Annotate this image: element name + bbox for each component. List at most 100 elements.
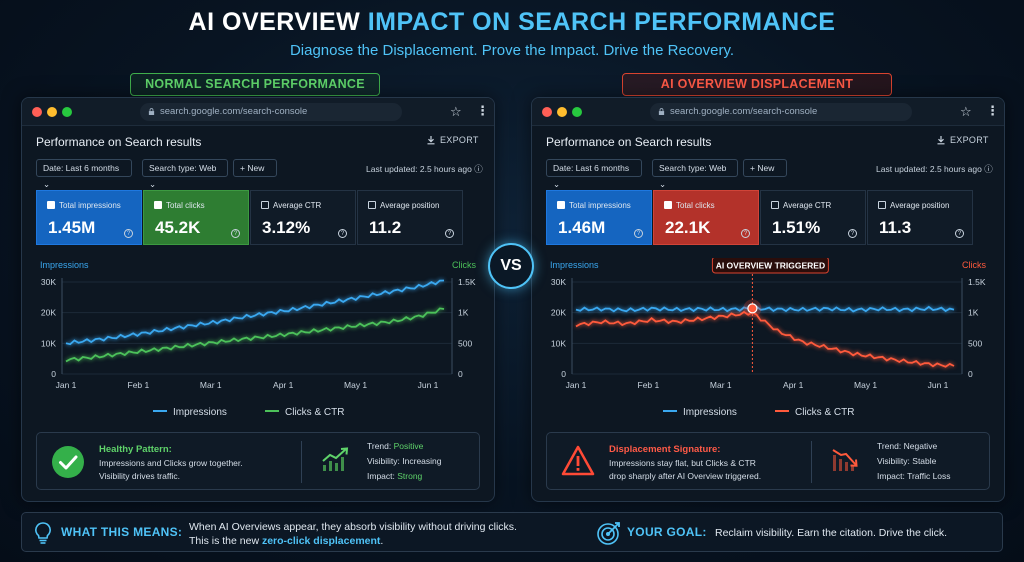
checkbox-icon[interactable]: [368, 201, 376, 209]
performance-title: Performance on Search results: [36, 135, 202, 149]
performance-chart-normal: Impressions Clicks 0 10K 20K 30K 0 500 1K 1.5K Jan…: [40, 260, 476, 390]
kebab-menu-icon[interactable]: ⋮: [986, 103, 999, 118]
metric-label: Average position: [380, 201, 440, 210]
annotation-label: AI OVERVIEW TRIGGERED: [716, 261, 825, 271]
date-filter[interactable]: Date: Last 6 months ⌄: [36, 159, 132, 189]
help-icon[interactable]: ?: [955, 229, 964, 238]
chevron-down-icon: ⌄: [43, 179, 51, 189]
visibility-value: Increasing: [402, 456, 442, 466]
checkbox-icon[interactable]: [261, 201, 269, 209]
date-filter[interactable]: Date: Last 6 months ⌄: [546, 159, 642, 189]
y-left-tick-label: 10K: [551, 338, 566, 348]
help-icon[interactable]: ?: [741, 229, 750, 238]
healthy-pattern-card: Healthy Pattern: Impressions and Clicks …: [36, 432, 480, 490]
x-tick-label: Mar 1: [200, 380, 222, 390]
legend-impressions[interactable]: Impressions: [153, 407, 227, 418]
help-icon[interactable]: ?: [124, 229, 133, 238]
normal-badge: NORMAL SEARCH PERFORMANCE: [130, 73, 380, 96]
help-icon[interactable]: ⓘ: [984, 164, 993, 174]
legend-clicks[interactable]: Clicks & CTR: [265, 407, 344, 418]
bookmark-star-icon[interactable]: ☆: [450, 104, 462, 119]
metric-value: 45.2K: [155, 218, 201, 237]
series-line-impressions: [575, 305, 955, 313]
your-goal-text: Reclaim visibility. Earn the citation. D…: [715, 527, 948, 539]
pattern-line-1: Impressions stay flat, but Clicks & CTR: [609, 458, 756, 468]
help-icon[interactable]: ?: [445, 229, 454, 238]
metric-average-position[interactable]: Average position 11.2 ?: [357, 190, 463, 245]
annotation-box: [711, 258, 829, 274]
url-bar[interactable]: search.google.com/search-console: [650, 103, 912, 121]
metric-label: Average position: [890, 201, 950, 210]
help-icon[interactable]: ⓘ: [474, 164, 483, 174]
metric-total-impressions[interactable]: Total impressions 1.46M ?: [546, 190, 652, 245]
ai-overview-triggered-annotation: AI OVERVIEW TRIGGERED: [711, 258, 829, 274]
search-type-label: Search type: Web: [149, 163, 217, 173]
legend-label: Impressions: [683, 407, 737, 418]
bookmark-star-icon[interactable]: ☆: [960, 104, 972, 119]
impact-row: Impact: Traffic Loss: [877, 471, 951, 481]
legend-clicks[interactable]: Clicks & CTR: [775, 407, 854, 418]
metric-average-ctr[interactable]: Average CTR 1.51% ?: [760, 190, 866, 245]
pattern-line-1: Impressions and Clicks grow together.: [99, 458, 243, 468]
plus-icon: +: [750, 163, 755, 173]
search-type-filter[interactable]: Search type: Web ⌄: [142, 159, 228, 189]
metric-total-clicks[interactable]: Total clicks 45.2K ?: [143, 190, 249, 245]
date-filter-label: Date: Last 6 months: [43, 163, 120, 173]
kebab-menu-icon[interactable]: ⋮: [476, 103, 489, 118]
new-filter-button[interactable]: + New: [743, 159, 787, 177]
check-circle-icon: [52, 446, 84, 478]
help-icon[interactable]: ?: [848, 229, 857, 238]
help-icon[interactable]: ?: [231, 229, 240, 238]
vs-badge: VS: [488, 243, 534, 289]
minimize-window-icon[interactable]: [557, 107, 567, 117]
export-label: EXPORT: [440, 135, 479, 145]
x-tick-label: Jan 1: [566, 380, 587, 390]
maximize-window-icon[interactable]: [62, 107, 72, 117]
line-2-text: This is the new: [189, 535, 262, 547]
metric-label: Average CTR: [783, 201, 832, 210]
what-this-means-line-1: When AI Overviews appear, they absorb vi…: [189, 521, 517, 533]
checkbox-icon[interactable]: [557, 201, 565, 209]
checkbox-icon[interactable]: [47, 201, 55, 209]
close-window-icon[interactable]: [542, 107, 552, 117]
what-this-means-label: WHAT THIS MEANS:: [61, 525, 183, 539]
url-bar[interactable]: search.google.com/search-console: [140, 103, 402, 121]
minimize-window-icon[interactable]: [47, 107, 57, 117]
trend-row: Trend: Positive: [367, 441, 423, 451]
new-filter-button[interactable]: + New: [233, 159, 277, 177]
y-right-tick-label: 0: [458, 369, 463, 379]
maximize-window-icon[interactable]: [572, 107, 582, 117]
new-label: New: [247, 163, 265, 173]
metric-average-ctr[interactable]: Average CTR 3.12% ?: [250, 190, 356, 245]
trend-up-icon: [322, 447, 349, 471]
export-label: EXPORT: [950, 135, 989, 145]
chevron-down-icon: ⌄: [659, 179, 667, 189]
checkbox-icon[interactable]: [878, 201, 886, 209]
checkbox-icon[interactable]: [664, 201, 672, 209]
lock-icon: [148, 108, 155, 115]
metric-value: 11.3: [879, 218, 912, 237]
export-button[interactable]: EXPORT: [936, 135, 989, 145]
checkbox-icon[interactable]: [154, 201, 162, 209]
trend-down-icon: [832, 449, 858, 471]
legend-label: Impressions: [173, 407, 227, 418]
checkbox-icon[interactable]: [771, 201, 779, 209]
metric-total-impressions[interactable]: Total impressions 1.45M ?: [36, 190, 142, 245]
legend-impressions[interactable]: Impressions: [663, 407, 737, 418]
legend-swatch: [265, 410, 279, 412]
metric-average-position[interactable]: Average position 11.3 ?: [867, 190, 973, 245]
trigger-point[interactable]: [747, 303, 758, 314]
metric-total-clicks[interactable]: Total clicks 22.1K ?: [653, 190, 759, 245]
search-type-filter[interactable]: Search type: Web ⌄: [652, 159, 738, 189]
y-left-tick-label: 30K: [551, 277, 566, 287]
close-window-icon[interactable]: [32, 107, 42, 117]
x-tick-label: Feb 1: [128, 380, 150, 390]
browser-bar: search.google.com/search-console ☆ ⋮: [22, 98, 494, 126]
export-button[interactable]: EXPORT: [426, 135, 479, 145]
help-icon[interactable]: ?: [634, 229, 643, 238]
help-icon[interactable]: ?: [338, 229, 347, 238]
download-icon: [427, 136, 435, 145]
impact-label: Impact:: [877, 471, 908, 481]
legend-swatch: [775, 410, 789, 412]
series-line-clicks: [65, 307, 445, 363]
